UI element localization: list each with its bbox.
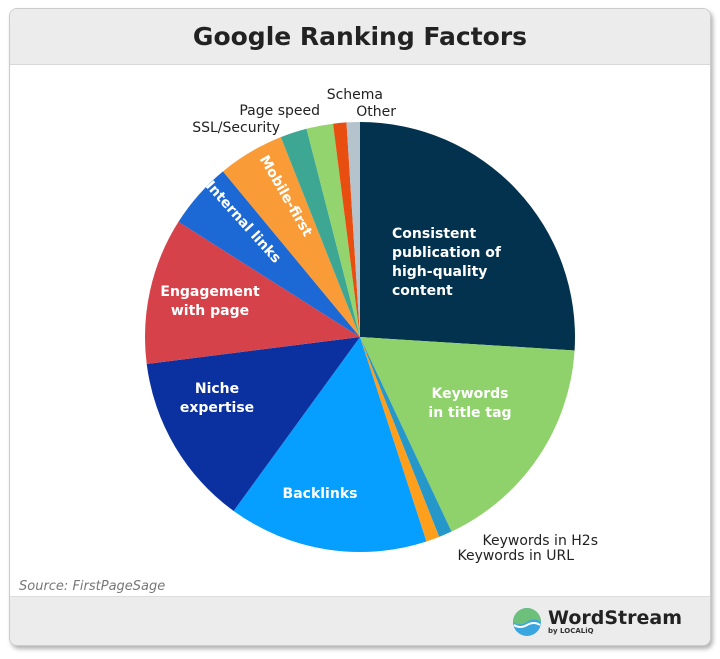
footer: WordStream by LOCALiQ xyxy=(10,596,710,645)
source-note: Source: FirstPageSage xyxy=(19,579,166,594)
wordstream-logo: WordStream by LOCALiQ xyxy=(512,607,682,637)
brand-name: WordStream xyxy=(548,607,682,629)
pie-slice-engagement-with-page xyxy=(145,221,360,364)
pie-slice-keywords-in-h2s xyxy=(360,337,452,537)
slice-label: Page speed xyxy=(239,103,320,119)
pie-slice-ssl-security xyxy=(280,128,360,337)
pie-slice-mobile-first xyxy=(222,137,360,337)
pie-slice-consistent-publication-of-high-quality-content xyxy=(360,122,575,351)
slice-label: Backlinks xyxy=(283,486,358,502)
brand-sub: by LOCALiQ xyxy=(548,627,594,635)
pie-slice-backlinks xyxy=(233,337,427,552)
pie-slice-schema xyxy=(333,122,360,337)
pie-slice-niche-expertise xyxy=(146,337,360,511)
pie-slice-page-speed xyxy=(306,123,360,337)
pie-slice-internal-links xyxy=(178,171,360,337)
wordstream-wave-icon xyxy=(513,608,542,636)
chart-title: Google Ranking Factors xyxy=(192,22,528,51)
slice-label: Other xyxy=(356,104,396,120)
pie-slice-keywords-in-title-tag xyxy=(360,337,575,532)
slice-label: Keywords in H2s xyxy=(483,533,598,549)
pie-slice-keywords-in-url xyxy=(360,337,440,542)
slice-label: Consistent publication of high-quality cont… xyxy=(392,226,502,299)
slice-label: Engagement with page xyxy=(160,284,260,319)
slice-label: SSL/Security xyxy=(192,120,280,136)
slice-label: Niche expertise xyxy=(180,381,254,416)
slice-label: Schema xyxy=(327,87,383,103)
title-bar: Google Ranking Factors xyxy=(10,9,710,65)
slice-label: Keywords in URL xyxy=(457,548,574,564)
slice-label: Keywords in title tag xyxy=(428,386,511,421)
pie-slice-other xyxy=(346,122,360,337)
